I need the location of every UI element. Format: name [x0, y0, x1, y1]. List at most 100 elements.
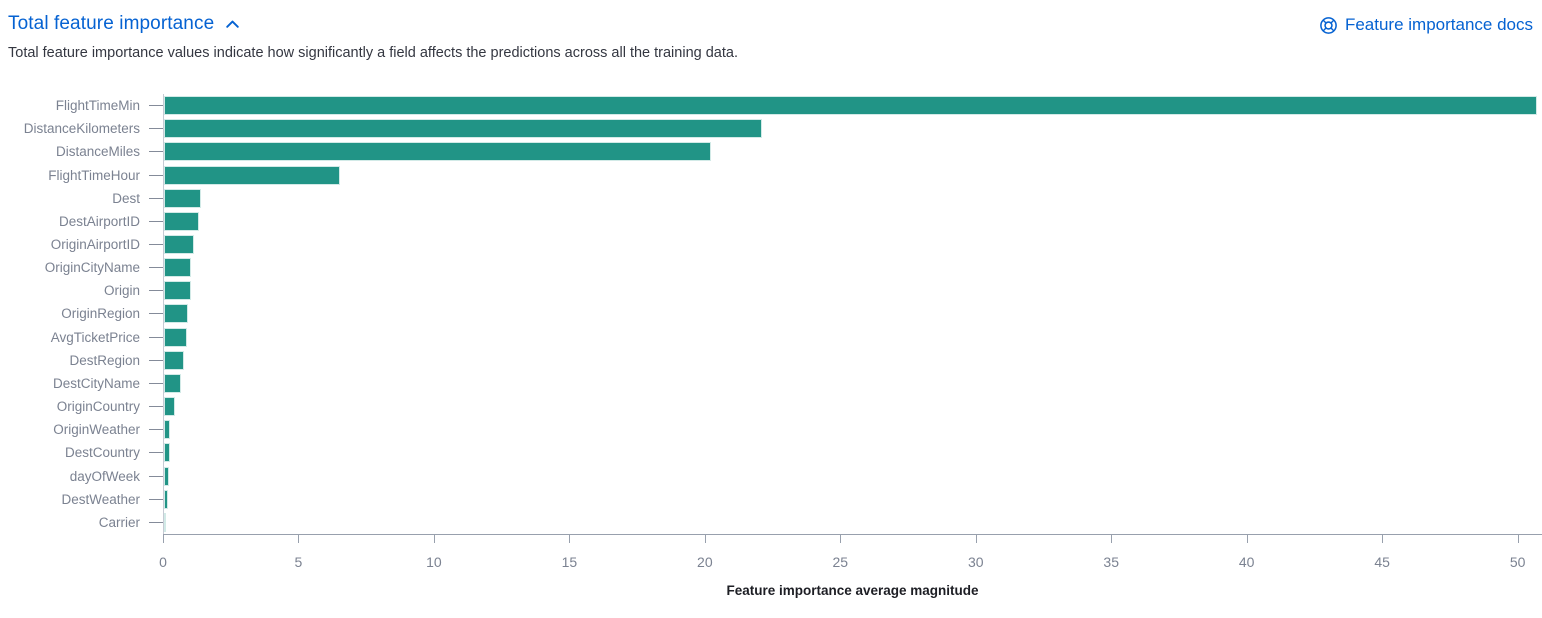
x-axis-tick: [163, 534, 164, 543]
importance-bar[interactable]: [164, 327, 187, 347]
chart-row: Carrier: [0, 510, 1542, 534]
feature-importance-chart: FlightTimeMin DistanceKilometers DistanceM…: [0, 94, 1542, 598]
bar-track: [163, 140, 1542, 164]
importance-bar[interactable]: [164, 397, 176, 417]
x-axis-tick: [298, 534, 300, 543]
x-axis-tick: [1382, 534, 1384, 543]
importance-bar[interactable]: [164, 142, 711, 162]
y-axis-label: DestWeather: [61, 491, 140, 507]
y-axis-label: Carrier: [98, 514, 140, 530]
x-axis-tick: [1246, 534, 1248, 543]
importance-bar[interactable]: [164, 235, 194, 255]
x-axis-tick-label: 0: [159, 553, 167, 570]
importance-bar[interactable]: [164, 466, 169, 486]
bar-track: [163, 209, 1542, 233]
x-axis-tick: [1517, 534, 1519, 543]
y-axis-label: OriginWeather: [53, 422, 140, 438]
importance-bar[interactable]: [164, 211, 200, 231]
y-axis-label: Origin: [103, 283, 140, 299]
feature-importance-docs-link[interactable]: Feature importance docs: [1319, 15, 1533, 35]
y-axis-tick: [149, 220, 163, 222]
bar-track: [163, 117, 1542, 141]
help-lifering-icon: [1319, 16, 1338, 35]
x-axis-tick-label: 5: [294, 553, 303, 570]
y-axis-tick: [149, 313, 163, 315]
docs-link-label: Feature importance docs: [1344, 15, 1533, 34]
y-axis-label: DestRegion: [69, 352, 140, 368]
chart-row: DistanceMiles: [0, 140, 1542, 164]
x-axis-tick: [569, 534, 571, 543]
x-axis-tick-label: 20: [697, 553, 713, 570]
importance-bar[interactable]: [164, 281, 191, 301]
bar-track: [163, 163, 1542, 187]
y-axis-label: DestCityName: [52, 375, 140, 391]
x-axis-tick-label: 25: [832, 553, 849, 570]
bar-track: [163, 232, 1542, 257]
chevron-up-icon[interactable]: [224, 16, 241, 33]
y-axis-label: FlightTimeHour: [48, 167, 140, 183]
y-axis-label: DestCountry: [64, 445, 140, 461]
bar-track: [163, 464, 1542, 488]
chart-row: AvgTicketPrice: [0, 325, 1542, 349]
importance-bar[interactable]: [164, 258, 192, 278]
importance-bar[interactable]: [164, 489, 169, 509]
bar-track: [163, 441, 1542, 465]
y-axis-tick: [149, 244, 163, 246]
y-axis-label: AvgTicketPrice: [50, 329, 140, 345]
chart-row: OriginWeather: [0, 418, 1542, 442]
bar-track: [163, 94, 1542, 118]
y-axis-tick: [149, 105, 163, 107]
x-axis-tick: [840, 534, 842, 543]
importance-bar[interactable]: [164, 165, 340, 185]
chart-row: OriginRegion: [0, 302, 1542, 326]
y-axis-tick: [149, 382, 163, 384]
chart-row: Origin: [0, 279, 1542, 303]
importance-bar[interactable]: [164, 512, 166, 532]
x-axis-tick: [704, 534, 706, 543]
x-axis-tick-label: 35: [1103, 553, 1120, 570]
chart-row: OriginCityName: [0, 256, 1542, 280]
chart-row: DestWeather: [0, 487, 1542, 511]
y-axis-label: OriginAirportID: [50, 237, 140, 253]
chart-row: DestCityName: [0, 371, 1542, 396]
bar-track: [163, 256, 1542, 280]
section-collapse-toggle[interactable]: Total feature importance: [8, 13, 241, 35]
importance-bar[interactable]: [164, 443, 170, 463]
bar-track: [163, 371, 1542, 396]
bar-track: [163, 186, 1542, 210]
y-axis-tick: [149, 521, 163, 523]
importance-bar[interactable]: [164, 373, 182, 393]
importance-bar[interactable]: [164, 188, 201, 208]
y-axis-tick: [149, 359, 163, 361]
y-axis-tick: [149, 151, 163, 153]
chart-row: DistanceKilometers: [0, 117, 1542, 141]
bar-track: [163, 395, 1542, 419]
chart-row: Dest: [0, 186, 1542, 210]
y-axis-tick: [149, 128, 163, 130]
section-title: Total feature importance: [8, 13, 215, 34]
chart-row: DestCountry: [0, 441, 1542, 465]
chart-row: FlightTimeHour: [0, 163, 1542, 187]
importance-bar[interactable]: [164, 119, 763, 139]
chart-row: DestAirportID: [0, 209, 1542, 233]
importance-bar[interactable]: [164, 304, 189, 324]
y-axis-label: DistanceMiles: [55, 144, 140, 160]
x-axis-tick: [433, 534, 435, 543]
x-axis-tick-label: 10: [426, 553, 442, 570]
chart-row: OriginAirportID: [0, 232, 1542, 257]
y-axis-label: FlightTimeMin: [55, 98, 140, 114]
chart-row: FlightTimeMin: [0, 94, 1542, 118]
panel-description: Total feature importance values indicate…: [8, 45, 738, 61]
x-axis-title: Feature importance average magnitude: [726, 582, 979, 598]
x-axis-tick-label: 30: [967, 553, 984, 570]
bar-track: [163, 487, 1542, 511]
y-axis-tick: [149, 174, 163, 176]
importance-bar[interactable]: [164, 96, 1537, 116]
importance-bar[interactable]: [164, 420, 170, 440]
x-axis-tick-label: 45: [1374, 553, 1390, 570]
bar-track: [163, 302, 1542, 326]
panel-header: Total feature importance Feature importa…: [0, 0, 1542, 35]
importance-bar[interactable]: [164, 350, 185, 370]
chart-row: OriginCountry: [0, 395, 1542, 419]
